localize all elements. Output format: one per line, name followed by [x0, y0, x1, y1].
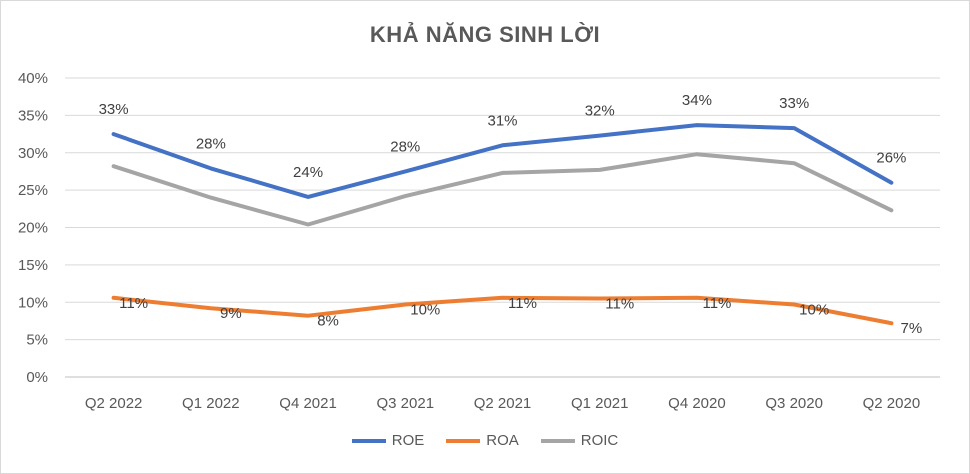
data-label-roa: 9%: [220, 305, 242, 322]
data-point-roa: [210, 307, 212, 309]
data-point-roic: [210, 197, 212, 199]
data-point-roa: [793, 303, 795, 305]
data-label-roa: 11%: [702, 295, 731, 312]
data-label-roa: 7%: [901, 320, 923, 337]
data-point-roa: [696, 297, 698, 299]
y-tick-label: 5%: [26, 332, 48, 349]
data-label-roa: 10%: [410, 301, 440, 318]
x-tick-label: Q4 2020: [668, 395, 726, 412]
data-label-roe: 34%: [682, 92, 712, 109]
data-point-roe: [696, 124, 698, 126]
y-tick-label: 0%: [26, 369, 48, 386]
y-tick-label: 20%: [18, 220, 48, 237]
y-tick-label: 15%: [18, 257, 48, 274]
x-tick-label: Q4 2021: [279, 395, 337, 412]
legend-swatch: [540, 438, 575, 443]
legend-swatch: [351, 438, 386, 443]
x-tick-label: Q1 2021: [571, 395, 629, 412]
data-point-roic: [890, 209, 892, 211]
x-tick-label: Q2 2022: [85, 395, 143, 412]
legend-label: ROE: [391, 432, 425, 449]
chart-title: KHẢ NĂNG SINH LỜI: [369, 22, 601, 47]
data-point-roa: [502, 297, 503, 299]
data-label-roe: 32%: [585, 103, 615, 120]
legend-item-roic: ROIC: [540, 432, 619, 449]
data-point-roe: [113, 133, 115, 135]
data-point-roe: [502, 144, 503, 146]
x-tick-label: Q2 2021: [474, 395, 532, 412]
legend-item-roa: ROA: [446, 432, 519, 449]
data-label-roe: 33%: [779, 95, 809, 112]
y-tick-label: 35%: [18, 107, 48, 124]
data-label-roa: 11%: [605, 296, 634, 313]
x-tick-label: Q1 2022: [182, 395, 240, 412]
data-point-roic: [793, 162, 795, 164]
legend-label: ROIC: [580, 432, 619, 449]
data-point-roic: [599, 169, 601, 171]
data-point-roe: [599, 135, 601, 137]
x-tick-label: Q3 2020: [765, 395, 823, 412]
data-point-roa: [113, 297, 115, 299]
y-tick-label: 10%: [18, 294, 48, 311]
data-point-roe: [404, 170, 406, 172]
data-point-roic: [307, 224, 309, 226]
data-point-roic: [404, 195, 406, 197]
data-point-roe: [307, 196, 309, 198]
data-label-roe: 31%: [487, 112, 517, 129]
series-line-roic: [111, 152, 894, 227]
legend-item-roe: ROE: [351, 432, 425, 449]
chart-legend: ROE ROA ROIC: [0, 432, 970, 449]
y-tick-label: 40%: [18, 70, 48, 87]
x-tick-label: Q3 2021: [377, 395, 435, 412]
data-point-roa: [599, 298, 601, 300]
data-point-roa: [307, 315, 309, 317]
data-label-roe: 28%: [390, 138, 420, 155]
y-tick-label: 25%: [18, 182, 48, 199]
data-label-roe: 24%: [293, 164, 323, 181]
legend-label: ROA: [486, 432, 519, 449]
data-label-roa: 11%: [119, 295, 148, 312]
x-tick-label: Q2 2020: [863, 395, 921, 412]
data-point-roe: [210, 167, 212, 169]
data-label-roe: 28%: [196, 135, 226, 152]
data-label-roa: 8%: [317, 313, 339, 330]
data-label-roa: 11%: [508, 295, 537, 312]
data-point-roa: [404, 303, 406, 305]
legend-swatch: [446, 438, 481, 443]
data-point-roe: [890, 182, 892, 184]
data-point-roe: [793, 127, 795, 129]
data-point-roa: [890, 322, 892, 324]
data-point-roic: [696, 153, 698, 155]
data-label-roa: 10%: [799, 301, 829, 318]
y-tick-label: 30%: [18, 145, 48, 162]
data-point-roic: [502, 172, 503, 174]
data-point-roic: [113, 165, 115, 167]
data-label-roe: 33%: [99, 101, 129, 118]
data-label-roe: 26%: [876, 150, 906, 167]
